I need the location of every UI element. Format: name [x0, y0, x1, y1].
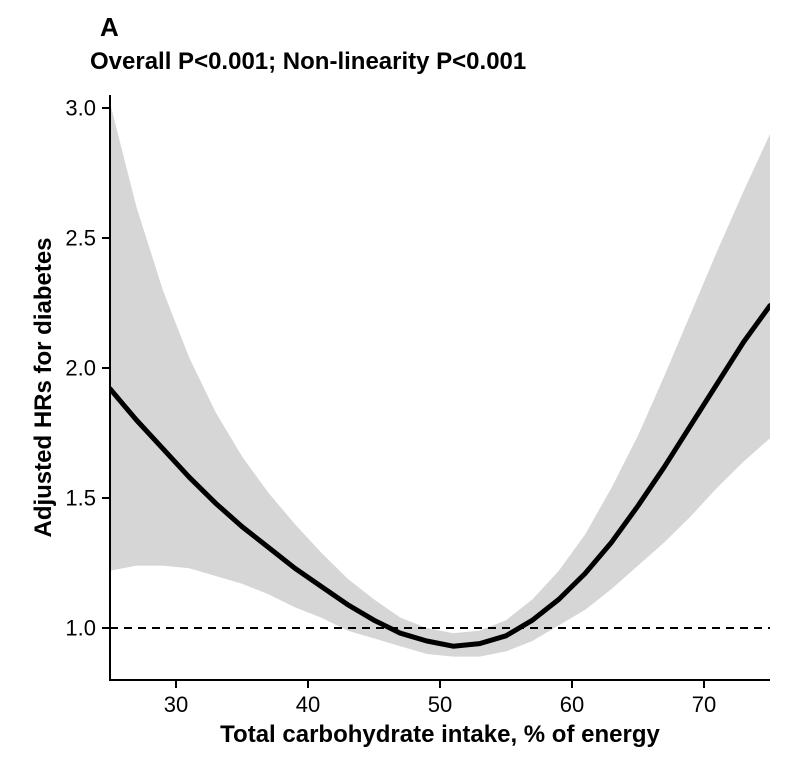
- x-tick-label: 30: [164, 692, 188, 717]
- y-tick-label: 3.0: [65, 96, 96, 121]
- panel-label: A: [100, 12, 119, 43]
- x-tick-label: 60: [560, 692, 584, 717]
- confidence-band: [110, 103, 770, 657]
- y-tick-label: 1.5: [65, 486, 96, 511]
- panel-subtitle: Overall P<0.001; Non-linearity P<0.001: [90, 48, 526, 76]
- y-tick-label: 1.0: [65, 616, 96, 641]
- x-tick-label: 40: [296, 692, 320, 717]
- y-tick-label: 2.5: [65, 226, 96, 251]
- x-axis-title: Total carbohydrate intake, % of energy: [220, 721, 660, 748]
- hr-chart: 30 40 50 60 70 1.0 1.5 2.0 2.5 3.0 Total carbohydr…: [0, 0, 800, 760]
- x-tick-label: 70: [692, 692, 716, 717]
- y-axis-title: Adjusted HRs for diabetes: [30, 237, 57, 537]
- x-tick-label: 50: [428, 692, 452, 717]
- y-tick-label: 2.0: [65, 356, 96, 381]
